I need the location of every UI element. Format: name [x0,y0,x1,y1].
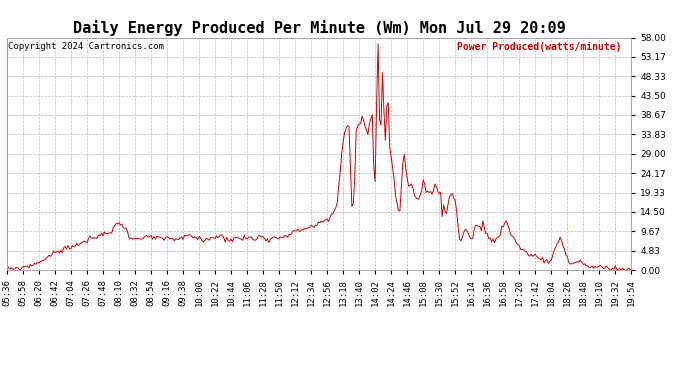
Title: Daily Energy Produced Per Minute (Wm) Mon Jul 29 20:09: Daily Energy Produced Per Minute (Wm) Mo… [72,20,566,36]
Text: Power Produced(watts/minute): Power Produced(watts/minute) [457,42,621,52]
Text: Copyright 2024 Cartronics.com: Copyright 2024 Cartronics.com [8,42,164,51]
